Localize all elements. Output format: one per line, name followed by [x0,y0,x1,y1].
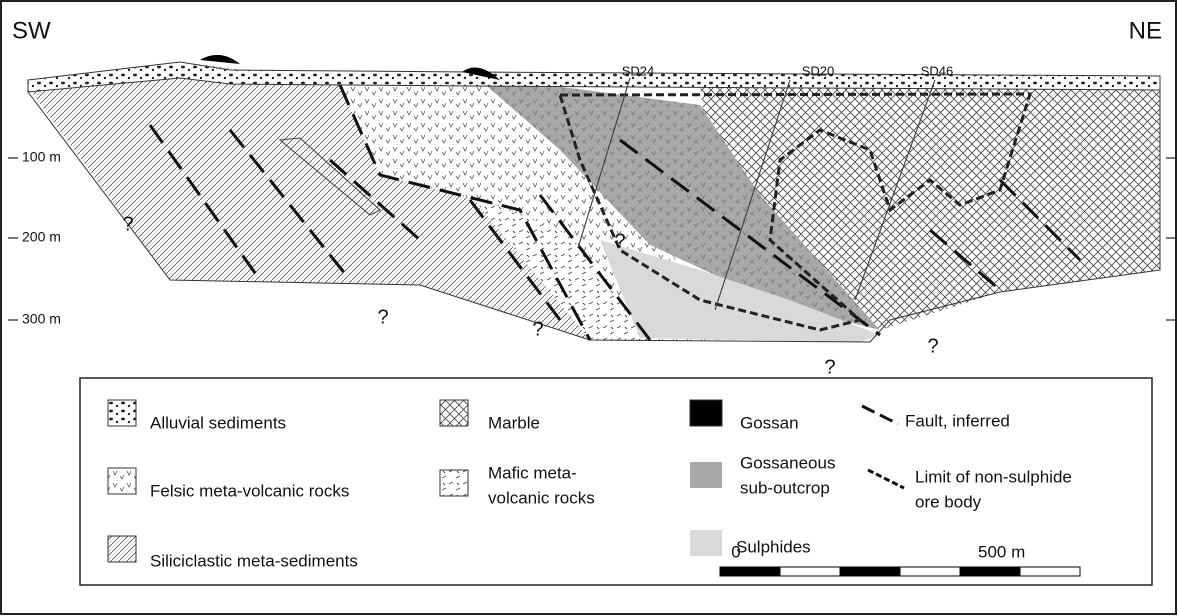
legend-label: Fault, inferred [905,411,1010,430]
legend-label: Sulphides [736,537,811,556]
legend-label: volcanic rocks [488,488,595,507]
legend-label: Gossaneous [740,453,835,472]
side-label: SW [12,17,51,44]
legend-label: sub-outcrop [740,478,830,497]
depth-ticks [8,157,1176,321]
depth-label: 100 m [22,149,61,165]
boreholes [577,77,936,311]
scale-label: 0 [731,542,740,561]
legend-label: Limit of non-sulphide [915,467,1072,486]
legend-box [79,377,1153,586]
ore-limit [557,92,1033,332]
sulphide-zone [600,240,880,342]
unknown-mark: ? [927,335,938,357]
legend-label: ore body [915,492,982,511]
legend-label: Gossan [740,413,799,432]
depth-label: 300 m [22,311,61,327]
legend-label: Siliciclastic meta-sediments [150,551,358,570]
unknown-mark: ? [824,356,835,378]
unknown-mark: ? [532,318,543,340]
mafic-unit [470,195,650,340]
unknown-mark: ? [122,213,133,235]
faults [148,84,1082,341]
felsic-unit [340,80,870,340]
borehole-label: SD20 [802,63,835,78]
scale-label: 500 m [978,542,1025,561]
gossaneous-zone [480,80,880,330]
section-outline [27,76,1161,343]
legend-label: Felsic meta-volcanic rocks [150,481,349,500]
legend-label: Marble [488,413,540,432]
legend-label: Alluvial sediments [150,413,286,432]
siliciclastic-unit [30,62,590,340]
marble-lens [278,137,381,216]
unknown-mark: ? [377,306,388,328]
unknown-mark: ? [614,230,625,252]
legend-label: Mafic meta- [488,463,577,482]
depth-label: 200 m [22,229,61,245]
borehole-label: SD24 [622,63,655,78]
legend-symbols [107,399,905,563]
marble-unit [700,78,1160,330]
section [8,54,1176,343]
borehole-label: SD46 [921,63,954,78]
scale-bar [719,566,1081,577]
side-label: NE [1129,17,1162,44]
